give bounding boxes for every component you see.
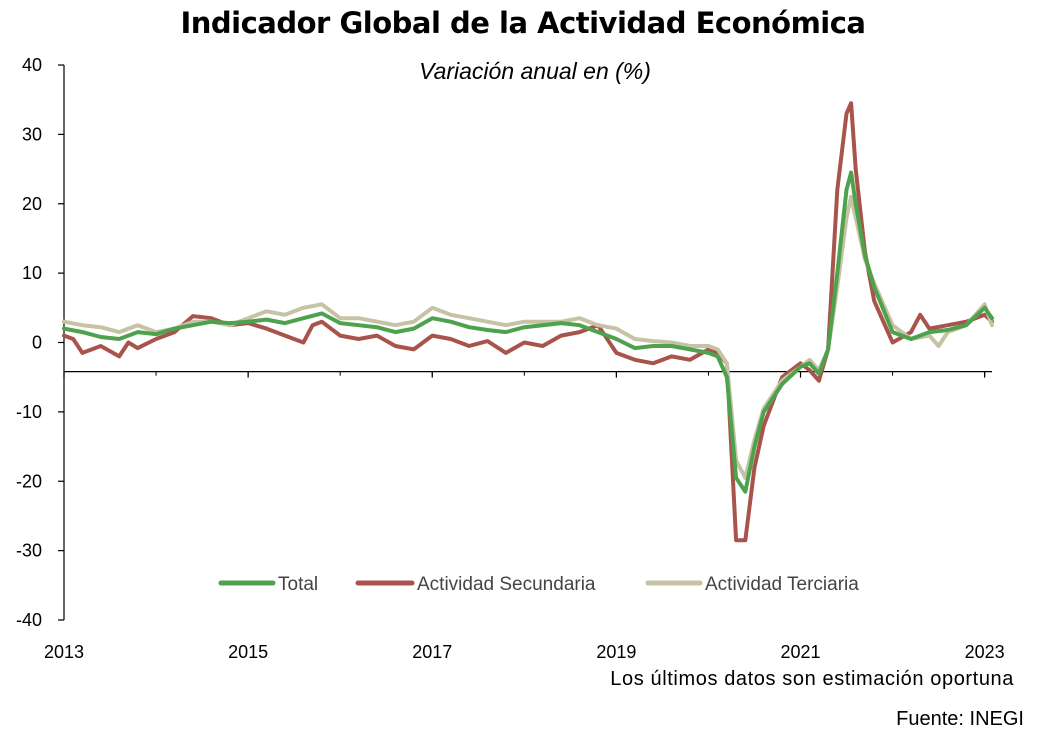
source-label: Fuente: INEGI: [896, 708, 1024, 730]
x-tick-label: 2017: [412, 642, 452, 662]
y-tick-label: 0: [32, 333, 42, 353]
y-tick-label: -30: [16, 541, 42, 561]
y-tick-label: 40: [22, 55, 42, 75]
series-group: [62, 101, 994, 543]
x-tick-label: 2015: [228, 642, 268, 662]
series-line-actividad-terciaria: [62, 194, 994, 480]
footnote: Los últimos datos son estimación oportun…: [610, 668, 1014, 690]
chart-title: Indicador Global de la Actividad Económi…: [180, 6, 866, 40]
legend-label: Actividad Terciaria: [705, 574, 859, 595]
y-tick-label: 20: [22, 194, 42, 214]
legend-label: Actividad Secundaria: [417, 574, 596, 595]
x-tick-label: 2013: [44, 642, 84, 662]
y-tick-label: -20: [16, 471, 42, 491]
x-tick-label: 2021: [780, 642, 820, 662]
y-tick-label: -10: [16, 402, 42, 422]
y-tick-label: -40: [16, 610, 42, 630]
series-line-total: [62, 170, 994, 494]
x-tick-label: 2019: [596, 642, 636, 662]
y-tick-label: 10: [22, 263, 42, 283]
legend: Total Actividad Secundaria Actividad Terci…: [218, 574, 859, 595]
x-tick-label: 2023: [965, 642, 1005, 662]
legend-label: Total: [278, 574, 318, 595]
y-tick-label: 30: [22, 124, 42, 144]
chart-subtitle: Variación anual en (%): [419, 58, 651, 84]
